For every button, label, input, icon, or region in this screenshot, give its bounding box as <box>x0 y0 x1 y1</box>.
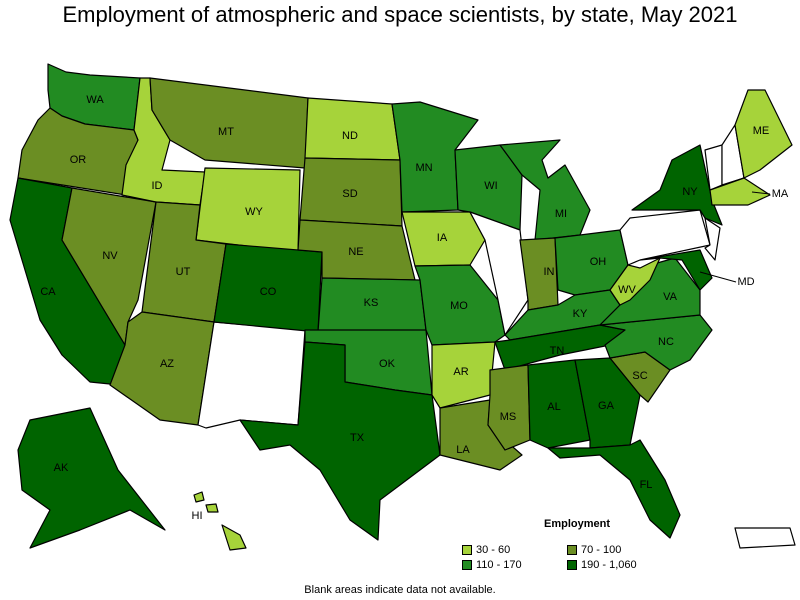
state-label-mn: MN <box>415 162 432 174</box>
state-label-mi: MI <box>555 208 567 220</box>
legend-title: Employment <box>543 518 610 530</box>
state-label-hi: HI <box>192 510 203 522</box>
state-label-oh: OH <box>590 256 607 268</box>
legend-item: 110 - 170 <box>462 559 567 571</box>
legend-item: 190 - 1,060 <box>567 559 672 571</box>
state-fl[interactable] <box>547 439 681 539</box>
state-label-or: OR <box>70 154 87 166</box>
state-label-va: VA <box>663 291 678 303</box>
state-ia[interactable] <box>401 211 486 267</box>
state-label-ak: AK <box>54 462 69 474</box>
legend-swatch <box>567 560 577 570</box>
state-label-ny: NY <box>682 186 698 198</box>
state-label-md: MD <box>737 276 754 288</box>
state-hi-island[interactable] <box>193 491 205 503</box>
state-label-nd: ND <box>342 130 358 142</box>
state-label-tx: TX <box>350 432 365 444</box>
state-label-mt: MT <box>218 126 234 138</box>
legend-swatch <box>462 545 472 555</box>
state-ar[interactable] <box>431 341 496 409</box>
state-label-me: ME <box>753 125 770 137</box>
state-tx[interactable] <box>239 341 441 541</box>
legend-item: 30 - 60 <box>462 544 567 556</box>
state-label-ia: IA <box>437 232 448 244</box>
state-label-al: AL <box>547 401 560 413</box>
state-label-ms: MS <box>500 411 517 423</box>
state-hi-island[interactable] <box>205 503 219 513</box>
state-label-mo: MO <box>450 300 468 312</box>
state-label-ma: MA <box>772 188 789 200</box>
state-ak[interactable] <box>17 407 166 549</box>
state-ma[interactable] <box>709 177 771 206</box>
state-label-wy: WY <box>245 206 263 218</box>
legend: Employment 30 - 60 70 - 100 110 - 170 19… <box>462 518 662 571</box>
state-label-nv: NV <box>102 250 118 262</box>
md-leader-line <box>699 271 737 283</box>
state-label-sd: SD <box>342 188 357 200</box>
legend-swatch <box>567 545 577 555</box>
state-label-fl: FL <box>640 479 653 491</box>
legend-label: 190 - 1,060 <box>581 559 637 571</box>
legend-item: 70 - 100 <box>567 544 672 556</box>
state-label-ga: GA <box>598 400 615 412</box>
state-label-nc: NC <box>658 336 674 348</box>
state-label-wa: WA <box>86 94 104 106</box>
state-mi[interactable] <box>499 139 591 241</box>
state-label-tn: TN <box>550 345 565 357</box>
state-nm[interactable] <box>197 321 306 429</box>
ma-leader-line <box>751 191 771 195</box>
state-nj[interactable] <box>704 217 721 261</box>
state-label-ky: KY <box>573 308 588 320</box>
legend-label: 110 - 170 <box>476 559 522 571</box>
footnote: Blank areas indicate data not available. <box>304 584 496 596</box>
state-al[interactable] <box>527 359 591 449</box>
state-label-wv: WV <box>618 284 636 296</box>
state-md[interactable] <box>639 249 713 291</box>
state-hi[interactable] <box>221 524 247 551</box>
map-title: Employment of atmospheric and space scie… <box>62 2 738 27</box>
legend-label: 30 - 60 <box>476 544 511 556</box>
state-pr[interactable] <box>734 527 796 549</box>
state-label-ks: KS <box>364 297 379 309</box>
state-label-ne: NE <box>348 246 363 258</box>
state-label-ar: AR <box>453 366 468 378</box>
state-label-az: AZ <box>160 358 174 370</box>
state-label-sc: SC <box>632 370 647 382</box>
state-label-ca: CA <box>40 286 56 298</box>
state-nc[interactable] <box>599 314 713 371</box>
legend-label: 70 - 100 <box>581 544 622 556</box>
state-label-ok: OK <box>379 358 396 370</box>
state-label-ut: UT <box>176 266 191 278</box>
state-label-co: CO <box>260 286 277 298</box>
state-label-wi: WI <box>484 180 497 192</box>
state-mt[interactable] <box>149 77 309 169</box>
state-wv[interactable] <box>609 257 661 306</box>
legend-swatch <box>462 560 472 570</box>
state-label-la: LA <box>456 444 470 456</box>
state-label-in: IN <box>544 266 555 278</box>
state-label-id: ID <box>152 180 163 192</box>
state-labels: WA OR CA NV ID MT WY UT AZ CO ND SD NE K… <box>40 94 789 522</box>
